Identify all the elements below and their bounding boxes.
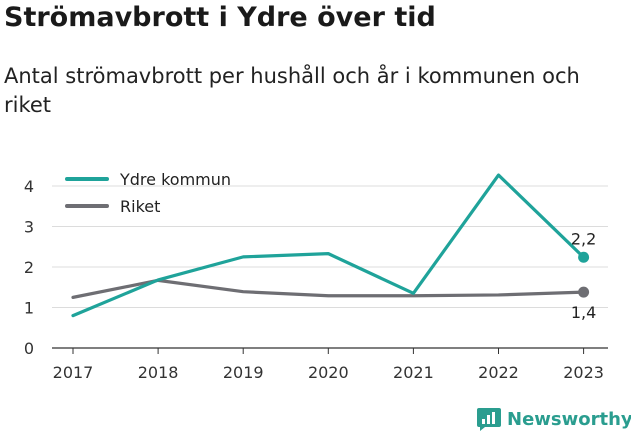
x-tick-label: 2017 xyxy=(53,363,94,382)
y-tick-label: 1 xyxy=(24,299,34,318)
legend-label: Ydre kommun xyxy=(119,170,231,189)
end-value-label: 1,4 xyxy=(571,303,596,322)
legend-label: Riket xyxy=(120,197,160,216)
y-axis-ticks: 0 1 2 3 4 xyxy=(24,177,34,358)
series-line-ydre-kommun xyxy=(71,173,586,318)
x-tick-label: 2021 xyxy=(393,363,434,382)
series-lines xyxy=(71,173,586,318)
x-tick-label: 2023 xyxy=(563,363,604,382)
x-tick-label: 2019 xyxy=(223,363,264,382)
x-tick-label: 2018 xyxy=(138,363,179,382)
end-value-label: 2,2 xyxy=(571,229,596,248)
y-tick-label: 2 xyxy=(24,258,34,277)
bar-chart-logo-icon xyxy=(477,408,501,431)
y-tick-label: 3 xyxy=(24,218,34,237)
y-tick-label: 0 xyxy=(24,339,34,358)
series-end-points: 1,4 2,2 xyxy=(571,229,596,322)
legend: Ydre kommun Riket xyxy=(65,170,231,216)
end-point-riket xyxy=(578,286,590,298)
newsworthy-brand: Newsworthy xyxy=(476,406,631,432)
brand-name: Newsworthy xyxy=(507,408,631,430)
y-tick-label: 4 xyxy=(24,177,34,196)
gridlines xyxy=(52,185,608,308)
chart-title: Strömavbrott i Ydre över tid xyxy=(4,2,436,33)
x-tick-label: 2022 xyxy=(478,363,519,382)
x-axis: 2017 2018 2019 2020 2021 2022 2023 xyxy=(52,347,608,382)
x-tick-label: 2020 xyxy=(308,363,349,382)
chart-subtitle: Antal strömavbrott per hushåll och år i … xyxy=(4,64,580,117)
end-point-ydre-kommun xyxy=(578,251,590,263)
